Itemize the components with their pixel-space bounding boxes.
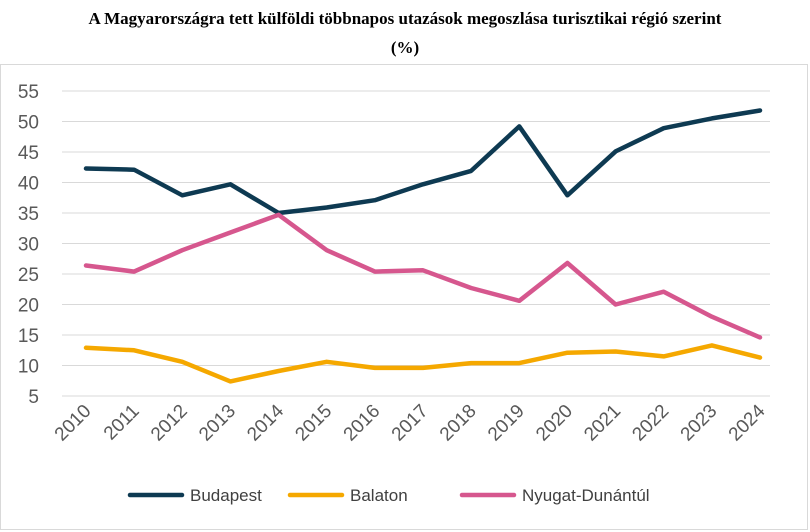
legend-label-balaton: Balaton <box>350 486 408 505</box>
y-tick-label-40: 40 <box>18 174 39 195</box>
legend-label-budapest: Budapest <box>190 486 262 505</box>
series-line-budapest <box>83 108 763 216</box>
x-tick-label-2019: 2019 <box>484 401 529 446</box>
x-tick-label-2012: 2012 <box>147 401 192 446</box>
x-tick-label-2022: 2022 <box>629 401 674 446</box>
series-line-balaton <box>83 343 763 384</box>
x-tick-label-2018: 2018 <box>436 401 481 446</box>
series-line-nyugat-dun-nt-l <box>83 212 763 340</box>
x-tick-label-2020: 2020 <box>532 401 577 446</box>
y-tick-label-45: 45 <box>18 143 39 164</box>
y-tick-label-5: 5 <box>28 387 39 408</box>
y-tick-label-15: 15 <box>18 326 39 347</box>
chart-title-line1: A Magyarországra tett külföldi többnapos… <box>88 9 722 28</box>
chart-frame <box>0 64 808 530</box>
x-tick-label-2016: 2016 <box>340 401 385 446</box>
y-tick-label-25: 25 <box>18 265 39 286</box>
legend-label-nyugat-dun-nt-l: Nyugat-Dunántúl <box>522 486 650 505</box>
x-tick-label-2014: 2014 <box>243 400 288 445</box>
y-tick-label-30: 30 <box>18 235 39 256</box>
chart-title-line2: (%) <box>390 38 420 57</box>
y-tick-label-20: 20 <box>18 296 39 317</box>
x-tick-label-2013: 2013 <box>195 401 240 446</box>
chart-title: A Magyarországra tett külföldi többnapos… <box>0 4 810 62</box>
y-tick-label-50: 50 <box>18 113 39 134</box>
x-tick-label-2021: 2021 <box>580 401 625 446</box>
y-tick-label-10: 10 <box>18 357 39 378</box>
y-tick-label-35: 35 <box>18 204 39 225</box>
x-tick-label-2015: 2015 <box>292 401 337 446</box>
x-tick-label-2024: 2024 <box>725 400 770 445</box>
x-tick-label-2011: 2011 <box>100 401 144 445</box>
x-tick-label-2023: 2023 <box>677 401 722 446</box>
x-tick-label-2010: 2010 <box>51 401 96 446</box>
x-tick-label-2017: 2017 <box>388 401 433 446</box>
y-tick-label-55: 55 <box>18 82 39 103</box>
